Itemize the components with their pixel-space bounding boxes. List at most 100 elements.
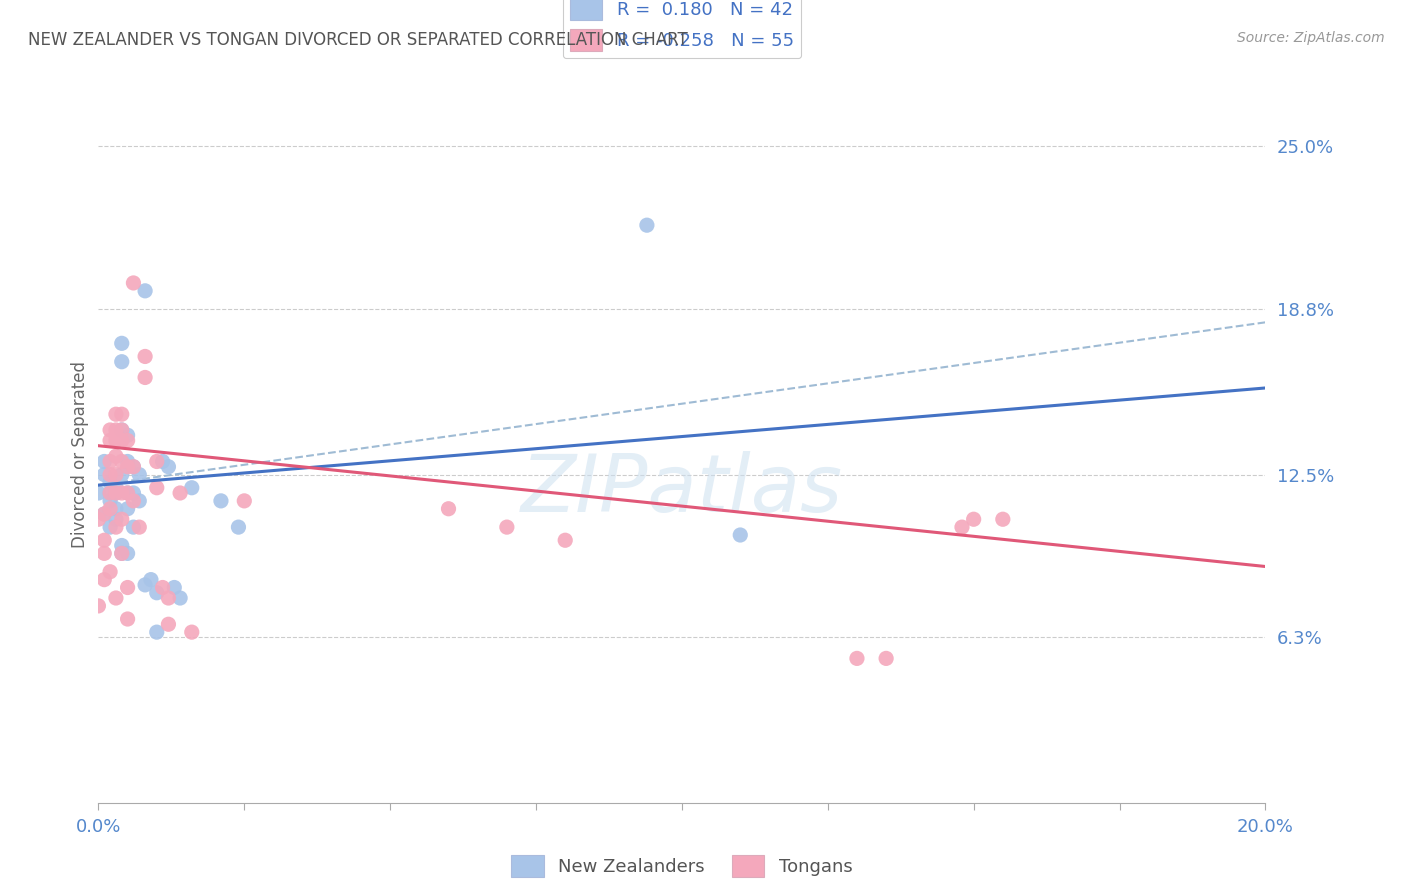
Point (104, 481, 127, 495)
Point (122, 459, 145, 474)
Point (98, 423, 121, 437)
Point (157, 617, 180, 632)
Text: NEW ZEALANDER VS TONGAN DIVORCED OR SEPARATED CORRELATION CHART: NEW ZEALANDER VS TONGAN DIVORCED OR SEPA… (28, 31, 688, 49)
Point (111, 423, 134, 437)
Point (111, 539, 134, 553)
Point (98, 520, 121, 534)
Point (209, 494, 232, 508)
Point (180, 625, 202, 640)
Point (146, 481, 169, 495)
Point (134, 578, 156, 592)
Point (104, 501, 127, 516)
Point (93, 507, 115, 521)
Point (437, 501, 460, 516)
Point (98, 434, 121, 448)
Point (495, 520, 517, 534)
Point (104, 467, 127, 482)
Point (962, 512, 984, 526)
Y-axis label: Divorced or Separated: Divorced or Separated (70, 361, 89, 549)
Point (169, 486, 191, 500)
Point (122, 520, 145, 534)
Point (117, 501, 139, 516)
Point (98, 494, 121, 508)
Point (845, 651, 868, 665)
Point (98, 475, 121, 490)
Point (636, 218, 658, 232)
Point (117, 612, 139, 626)
Point (228, 520, 250, 534)
Point (111, 434, 134, 448)
Point (93, 533, 115, 548)
Point (152, 581, 174, 595)
Point (104, 520, 127, 534)
Point (180, 481, 202, 495)
Point (117, 581, 139, 595)
Point (146, 586, 169, 600)
Point (728, 528, 751, 542)
Point (87, 486, 110, 500)
Point (146, 625, 169, 640)
Point (117, 486, 139, 500)
Point (93, 467, 115, 482)
Point (122, 276, 145, 290)
Point (169, 591, 191, 605)
Point (991, 512, 1014, 526)
Point (117, 428, 139, 442)
Point (104, 512, 127, 526)
Point (104, 407, 127, 421)
Point (122, 459, 145, 474)
Point (104, 486, 127, 500)
Point (128, 494, 150, 508)
Point (134, 350, 156, 364)
Point (128, 467, 150, 482)
Point (98, 454, 121, 468)
Point (98, 501, 121, 516)
Point (117, 454, 139, 468)
Point (104, 591, 127, 605)
Point (233, 494, 256, 508)
Text: ZIPatlas: ZIPatlas (520, 450, 844, 529)
Point (152, 454, 174, 468)
Point (146, 454, 169, 468)
Point (104, 449, 127, 463)
Point (875, 651, 897, 665)
Point (157, 459, 180, 474)
Point (122, 494, 145, 508)
Point (950, 520, 973, 534)
Point (104, 486, 127, 500)
Point (554, 533, 576, 548)
Point (93, 573, 115, 587)
Point (111, 423, 134, 437)
Point (111, 512, 134, 526)
Point (93, 454, 115, 468)
Point (163, 581, 186, 595)
Point (128, 520, 150, 534)
Point (87, 599, 110, 613)
Point (111, 336, 134, 351)
Point (117, 459, 139, 474)
Point (111, 546, 134, 560)
Point (93, 507, 115, 521)
Point (111, 454, 134, 468)
Legend: New Zealanders, Tongans: New Zealanders, Tongans (503, 847, 860, 884)
Point (111, 355, 134, 369)
Point (93, 546, 115, 560)
Point (157, 591, 180, 605)
Point (87, 512, 110, 526)
Point (111, 546, 134, 560)
Point (122, 486, 145, 500)
Text: Source: ZipAtlas.com: Source: ZipAtlas.com (1237, 31, 1385, 45)
Point (134, 284, 156, 298)
Point (104, 434, 127, 448)
Point (104, 423, 127, 437)
Point (139, 573, 162, 587)
Point (98, 486, 121, 500)
Point (98, 467, 121, 482)
Point (117, 434, 139, 448)
Point (111, 407, 134, 421)
Point (134, 370, 156, 384)
Point (117, 486, 139, 500)
Point (111, 467, 134, 482)
Point (98, 486, 121, 500)
Point (117, 546, 139, 560)
